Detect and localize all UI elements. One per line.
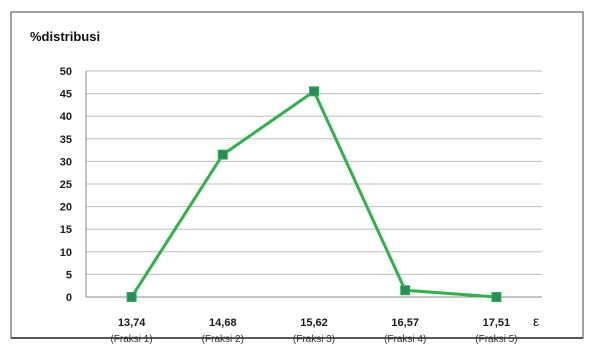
x-tick-sublabel: (Fraksi 1) [110,334,152,345]
x-tick-label: 14,68 [209,317,237,329]
x-tick-sublabel: (Fraksi 3) [293,334,335,345]
chart-border [10,11,584,339]
x-tick-label: 17,51 [483,317,511,329]
x-tick-sublabel: (Fraksi 5) [475,334,517,345]
y-tick-label: 35 [60,134,72,146]
x-axis-ticks: 13,74 (Fraksi 1) 14,68 (Fraksi 2) 15,62 (Frak… [110,317,517,345]
data-point [217,149,228,160]
x-axis-label: ε [533,313,539,329]
y-tick-label: 20 [60,202,72,214]
y-tick-label: 30 [60,156,72,168]
y-tick-label: 15 [60,224,72,236]
y-tick-label: 0 [66,292,72,304]
x-tick-label: 13,74 [118,317,146,329]
x-tick-label: 16,57 [391,317,419,329]
data-series [126,86,502,302]
y-tick-label: 10 [60,247,72,259]
y-tick-label: 50 [60,66,72,78]
y-tick-label: 5 [66,269,72,281]
data-point [309,86,319,97]
x-tick-sublabel: (Fraksi 4) [384,334,426,345]
data-point [126,292,137,302]
data-point [491,292,502,302]
gridlines [85,70,542,298]
x-tick-label: 15,62 [300,317,328,329]
y-tick-label: 45 [60,89,72,101]
y-axis-ticks: 0 5 10 15 20 25 30 35 40 45 50 [60,66,72,304]
chart-title: %distribusi [30,29,100,44]
x-tick-sublabel: (Fraksi 2) [202,334,244,345]
y-tick-label: 40 [60,111,72,123]
y-tick-label: 25 [60,179,72,191]
data-point [400,285,411,296]
